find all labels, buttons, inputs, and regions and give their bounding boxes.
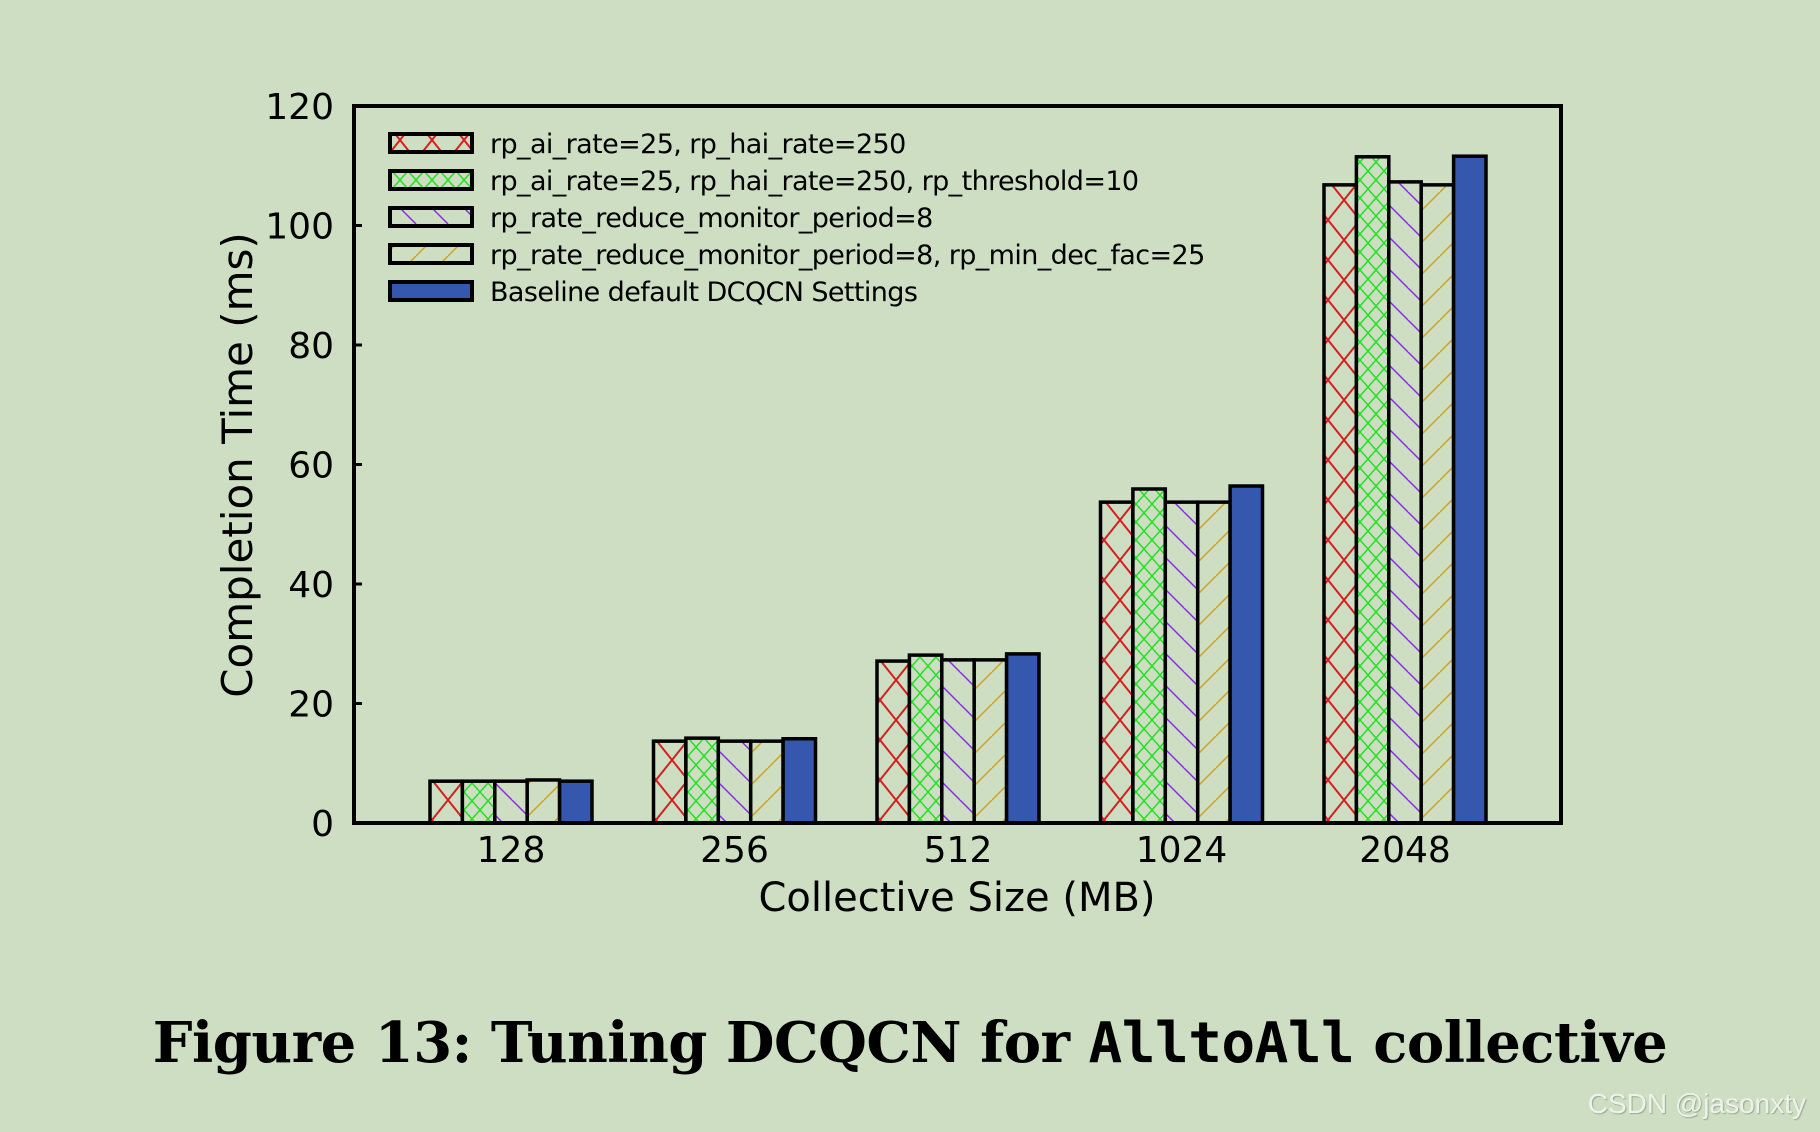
bar [460,779,497,825]
legend-swatch [388,169,474,191]
x-tick-label: 1024 [1136,830,1228,871]
bar [1322,183,1359,825]
legend-swatch [388,243,474,265]
caption-suffix: collective [1354,1010,1668,1076]
bar [940,658,976,825]
plot-frame [352,104,1563,825]
figure-caption: Figure 13: Tuning DCQCN for AlltoAll col… [0,1010,1820,1076]
bar [1354,155,1391,825]
bar [1098,500,1135,825]
legend-label: rp_ai_rate=25, rp_hai_rate=250, rp_thres… [490,166,1139,197]
bar [972,658,1009,825]
caption-code: AlltoAll [1088,1011,1355,1076]
bar [1228,484,1265,825]
y-tick-label: 120 [265,87,334,128]
legend-label: rp_rate_reduce_monitor_period=8, rp_min_… [490,240,1205,271]
y-tick-label: 100 [265,207,334,248]
bar [557,779,594,825]
legend-label: rp_rate_reduce_monitor_period=8 [490,203,933,234]
y-axis-label: Completion Time (ms) [213,232,262,698]
bar [907,653,944,825]
watermark: CSDN @jasonxty [1587,1088,1806,1119]
caption-prefix: Figure 13: Tuning DCQCN for [152,1010,1089,1076]
x-tick-label: 128 [477,830,546,871]
bar [875,659,912,825]
bar [748,739,785,825]
y-tick-label: 80 [288,326,334,367]
y-tick-label: 20 [288,685,334,726]
bar-chart: 0 20 40 60 80 100 120 128 256 512 1024 2048 rp_ai_ra… [213,87,1563,921]
legend-swatch [388,280,474,302]
bar [651,739,688,825]
bar [684,736,721,825]
bar [1451,154,1488,825]
legend-swatch [388,132,474,154]
bar [716,739,753,825]
y-tick-label: 40 [288,565,334,606]
bar [1195,500,1232,825]
bar [1419,183,1456,825]
y-tick-label: 0 [311,804,334,845]
legend-label: rp_ai_rate=25, rp_hai_rate=250 [490,129,906,160]
legend-swatch [388,206,474,228]
x-tick-label: 256 [700,830,769,871]
bar [1387,180,1423,825]
x-tick-label: 512 [924,830,993,871]
bar [428,779,465,825]
x-tick-label: 2048 [1359,830,1451,871]
bar [493,779,529,825]
bar [1131,487,1168,825]
y-tick-label: 60 [288,446,334,487]
x-axis-label: Collective Size (MB) [758,875,1155,921]
plot-area: 0 20 40 60 80 100 120 128 256 512 1024 2048 rp_ai_ra… [265,87,1563,871]
bar [781,737,818,825]
bar [525,778,562,825]
bar [1004,652,1041,825]
legend-label: Baseline default DCQCN Settings [490,277,917,308]
bar [1163,500,1200,825]
